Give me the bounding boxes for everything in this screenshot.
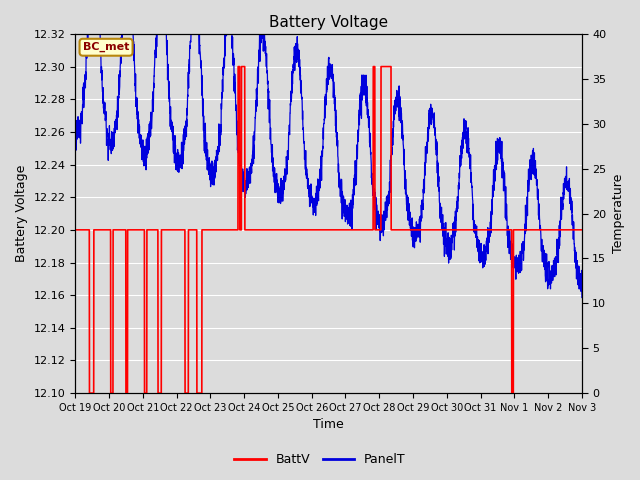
X-axis label: Time: Time bbox=[313, 419, 344, 432]
Legend: BattV, PanelT: BattV, PanelT bbox=[229, 448, 411, 471]
Text: BC_met: BC_met bbox=[83, 42, 129, 52]
Y-axis label: Temperature: Temperature bbox=[612, 174, 625, 253]
Y-axis label: Battery Voltage: Battery Voltage bbox=[15, 165, 28, 262]
Title: Battery Voltage: Battery Voltage bbox=[269, 15, 388, 30]
